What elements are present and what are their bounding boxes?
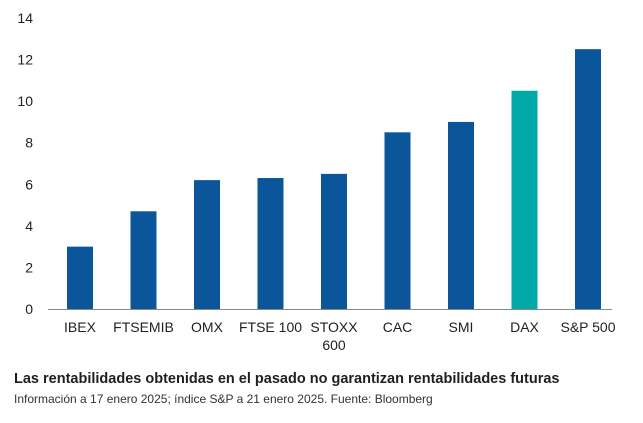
y-tick-label: 10 (17, 93, 33, 109)
x-tick-label: DAX (510, 319, 539, 335)
bar (575, 49, 601, 310)
bar (130, 211, 157, 309)
y-tick-label: 0 (25, 301, 33, 317)
x-tick-label: S&P 500 (560, 319, 615, 335)
y-axis-ticks: 0 2 4 6 8 10 12 14 (17, 10, 33, 317)
bar (511, 90, 538, 309)
y-tick-label: 2 (25, 259, 33, 275)
x-tick-label: CAC (383, 319, 413, 335)
bar (67, 246, 93, 309)
x-tick-label: OMX (191, 319, 224, 335)
x-tick-label: IBEX (64, 319, 97, 335)
bars (67, 49, 601, 310)
bar (194, 180, 220, 309)
x-axis-labels: IBEX FTSEMIB OMX FTSE 100 STOXX 600 CAC SMI DAX S… (64, 319, 616, 353)
x-tick-label: FTSEMIB (113, 319, 174, 335)
source-note: Información a 17 enero 2025; índice S&P … (14, 392, 433, 406)
y-tick-label: 6 (25, 176, 33, 192)
bar (321, 173, 347, 309)
x-tick-label: SMI (449, 319, 474, 335)
x-tick-label: STOXX 600 (310, 319, 358, 353)
y-tick-label: 14 (17, 10, 33, 26)
bar-chart: 0 2 4 6 8 10 12 14 IBEX FTSEMIB OMX FTSE 100 STOXX 6… (17, 10, 616, 353)
bar (257, 178, 284, 309)
bar (448, 121, 474, 309)
y-tick-label: 4 (25, 218, 33, 234)
y-tick-label: 8 (25, 135, 33, 151)
bar (384, 132, 411, 309)
y-tick-label: 12 (17, 52, 33, 68)
x-tick-label: FTSE 100 (239, 319, 302, 335)
disclaimer-title: Las rentabilidades obtenidas en el pasad… (14, 371, 560, 387)
